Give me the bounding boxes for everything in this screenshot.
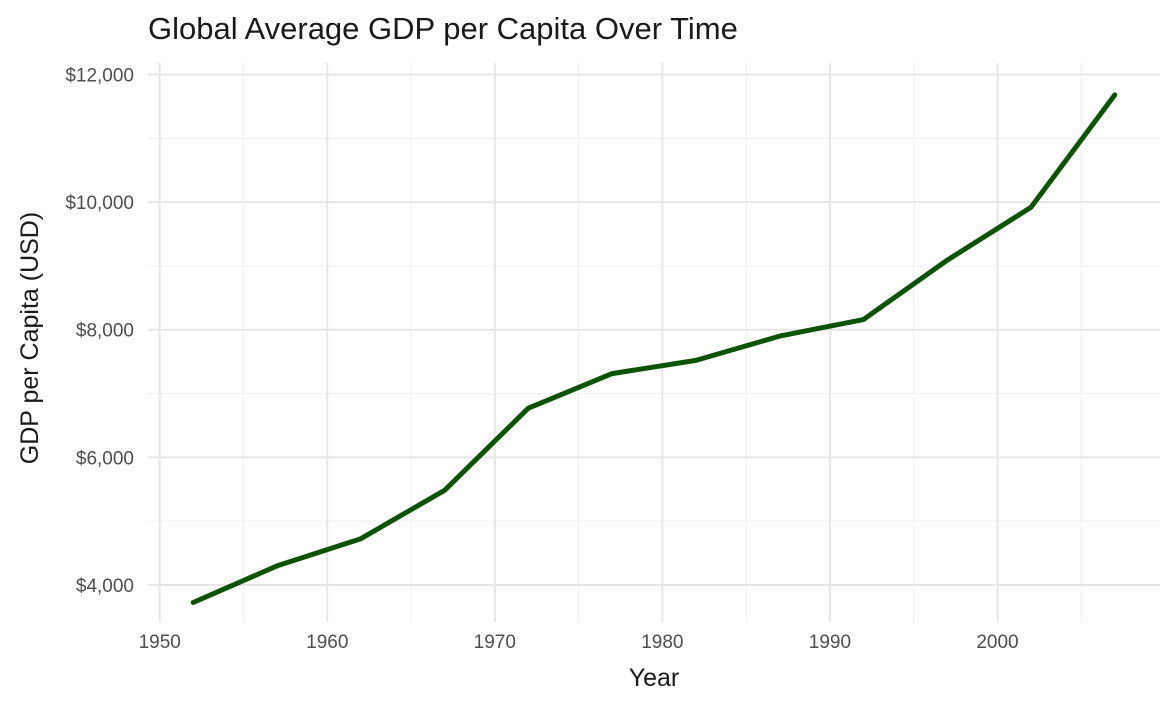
y-tick-label: $12,000 (65, 65, 134, 86)
y-axis-ticks: $4,000 $6,000 $8,000 $10,000 $12,000 (65, 65, 134, 597)
x-tick-label: 1980 (641, 632, 683, 653)
y-axis-title: GDP per Capita (USD) (16, 212, 44, 464)
y-tick-label: $10,000 (65, 193, 134, 214)
y-tick-label: $8,000 (76, 321, 134, 342)
gdp-series-line (190, 92, 1118, 605)
y-tick-label: $6,000 (76, 448, 134, 469)
x-tick-label: 1950 (139, 632, 181, 653)
grid (148, 63, 1160, 622)
series-layer (190, 92, 1118, 605)
x-tick-label: 1970 (474, 632, 516, 653)
x-axis-ticks: 1950 1960 1970 1980 1990 2000 (139, 632, 1019, 653)
x-axis-title: Year (629, 664, 680, 692)
x-tick-label: 1960 (306, 632, 348, 653)
x-tick-label: 2000 (976, 632, 1018, 653)
y-tick-label: $4,000 (76, 576, 134, 597)
x-tick-label: 1990 (809, 632, 851, 653)
chart-title: Global Average GDP per Capita Over Time (148, 11, 738, 46)
